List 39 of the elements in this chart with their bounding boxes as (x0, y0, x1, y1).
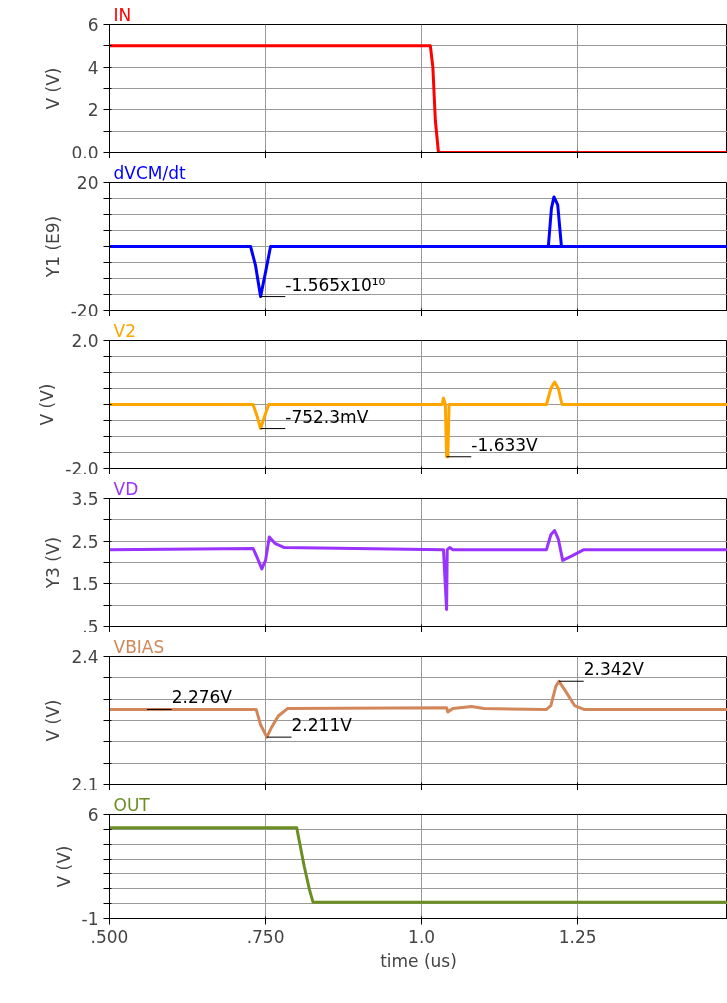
y-axis-title: V (V) (43, 67, 64, 110)
y-tick-label: 20 (76, 173, 99, 193)
y-tick-label: 4 (87, 57, 99, 78)
y-tick-label: 2.1 (71, 774, 99, 795)
y-tick-label: -1 (81, 909, 99, 929)
y-tick-label: -20 (70, 300, 99, 321)
y-axis-title: Y1 (E9) (42, 215, 63, 279)
x-tick-label: 1.25 (558, 926, 597, 947)
y-axis-title: Y3 (V) (43, 536, 64, 590)
annotation: -1.633V (471, 434, 539, 455)
x-tick-label: 1.0 (408, 926, 436, 947)
annotation: 2.276V (171, 687, 233, 708)
annotation: 2.342V (583, 659, 645, 680)
y-axis-title: V (V) (37, 383, 58, 426)
text: V2 (113, 320, 136, 341)
text: VD (113, 478, 139, 499)
x-tick-label: .500 (90, 926, 129, 947)
y-tick-label: 0.0 (71, 142, 99, 163)
x-axis-title: time (us) (380, 950, 457, 971)
annotation: 2.211V (291, 715, 353, 736)
annotation: -752.3mV (285, 406, 369, 427)
annotation: -1.565x10¹⁰ (285, 274, 386, 295)
series-label: IN (113, 4, 132, 25)
text: VBIAS (113, 636, 165, 657)
y-tick-label: 2.4 (71, 647, 99, 667)
y-tick-label: .5 (82, 616, 99, 637)
text: dVCM/dt (113, 162, 186, 183)
y-tick-label: 3.5 (71, 489, 99, 509)
series-label: OUT (113, 794, 151, 815)
x-tick-label: .750 (246, 926, 285, 947)
y-tick-label: 6 (87, 805, 99, 825)
y-tick-label: -2.0 (65, 458, 99, 479)
y-axis-title: V (V) (43, 699, 64, 742)
y-tick-label: 2 (87, 100, 99, 121)
y-tick-label: 1.5 (71, 574, 99, 595)
y-tick-label: 6 (87, 15, 99, 35)
y-tick-label: 2.5 (71, 531, 99, 552)
y-axis-title: V (V) (53, 845, 74, 888)
y-tick-label: 2.0 (71, 331, 99, 351)
